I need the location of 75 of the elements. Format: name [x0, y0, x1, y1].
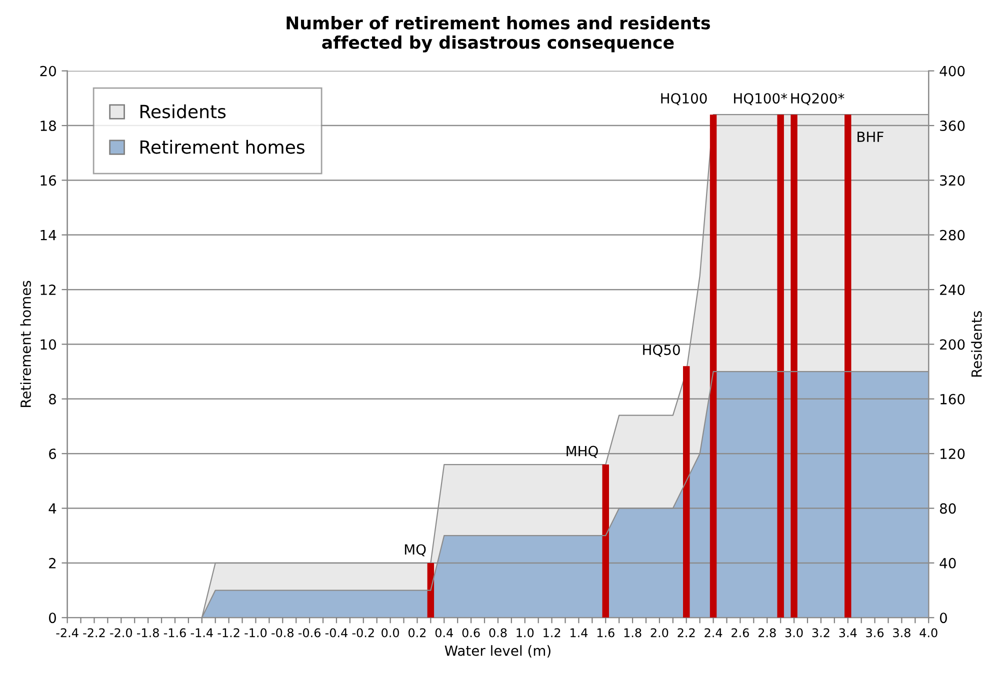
y-axis-title: Retirement homes: [20, 280, 31, 407]
annotation: HQ100*: [734, 93, 788, 106]
x-tick-label: -1.2: [218, 628, 240, 638]
y2-tick-label: 360: [940, 120, 965, 132]
x-tick-label: 0.6: [462, 628, 480, 638]
y-tick-label: 16: [40, 175, 56, 186]
x-axis-title: Water level (m): [444, 645, 550, 658]
x-tick-label: 1.4: [570, 628, 588, 638]
y-tick-label: 14: [40, 230, 56, 240]
x-tick-label: 1.8: [624, 628, 642, 638]
y2-axis-title: Residents: [971, 311, 982, 377]
x-tick-label: -2.0: [110, 628, 132, 638]
bar: [777, 114, 784, 618]
x-tick-label: 3.2: [812, 628, 830, 638]
y-tick-label: 10: [40, 339, 56, 350]
x-tick-label: -0.8: [272, 628, 294, 638]
y2-tick-label: 200: [940, 339, 965, 350]
bar: [427, 562, 434, 618]
bar: [602, 464, 609, 618]
legend-label: Retirement homes: [140, 140, 304, 154]
x-tick-label: 0.4: [435, 628, 453, 638]
x-tick-label: 0.2: [408, 628, 426, 638]
x-tick-label: 1.6: [597, 628, 614, 638]
x-tick-label: 2.6: [732, 628, 749, 638]
x-tick-label: 2.0: [650, 628, 668, 638]
y2-tick-label: 0: [940, 612, 947, 624]
annotation: HQ100: [661, 93, 707, 106]
y2-tick-label: 240: [940, 284, 965, 296]
legend-label: Residents: [140, 104, 226, 118]
y-tick-label: 0: [48, 612, 56, 624]
y2-tick-label: 320: [940, 175, 965, 186]
y2-tick-label: 400: [940, 66, 965, 76]
x-tick-label: -1.0: [244, 628, 267, 638]
y2-tick-label: 80: [940, 503, 956, 514]
bar: [683, 366, 690, 618]
y2-tick-label: 40: [940, 558, 956, 568]
x-tick-label: -0.4: [325, 628, 348, 638]
x-tick-label: -2.4: [56, 628, 78, 638]
y2-tick-label: 280: [940, 230, 965, 240]
x-tick-label: 4.0: [920, 628, 938, 638]
y-tick-label: 2: [49, 558, 56, 568]
x-tick-label: -0.6: [298, 628, 320, 638]
chart-title: Number of retirement homes and residents affected by disastrous consequence: [286, 16, 710, 52]
x-tick-label: 2.4: [704, 628, 722, 638]
x-tick-label: 3.4: [839, 628, 857, 638]
y-tick-label: 12: [40, 284, 56, 295]
x-tick-label: 0.8: [489, 628, 507, 638]
x-tick-label: 1.2: [544, 628, 560, 638]
y-tick-label: 4: [48, 503, 56, 514]
y-tick-label: 18: [40, 120, 56, 132]
x-tick-label: 2.8: [758, 628, 776, 638]
x-tick-label: -1.8: [137, 628, 159, 638]
bar: [710, 114, 717, 618]
y-tick-label: 6: [49, 448, 56, 460]
annotation: BHF: [858, 132, 884, 142]
x-tick-label: 0.0: [382, 628, 400, 638]
x-tick-label: -1.4: [190, 628, 213, 638]
x-tick-label: 3.6: [866, 628, 884, 638]
x-tick-label: 3.0: [785, 628, 803, 638]
annotation: MHQ: [566, 446, 598, 458]
annotation: HQ200*: [791, 93, 844, 106]
x-tick-label: 1.0: [516, 628, 534, 638]
annotation: MQ: [404, 544, 426, 556]
y-tick-label: 8: [49, 394, 56, 404]
annotation: HQ50: [643, 344, 680, 357]
x-tick-label: 3.8: [893, 628, 910, 638]
y2-tick-label: 120: [940, 448, 965, 460]
y2-tick-label: 160: [940, 394, 965, 404]
y-tick-label: 20: [40, 66, 56, 76]
x-tick-label: -2.2: [83, 628, 105, 638]
x-tick-label: -1.6: [164, 628, 186, 638]
x-tick-label: 2.2: [678, 628, 695, 638]
bar: [790, 114, 798, 618]
bar: [844, 114, 852, 618]
x-tick-label: -0.2: [352, 628, 374, 638]
